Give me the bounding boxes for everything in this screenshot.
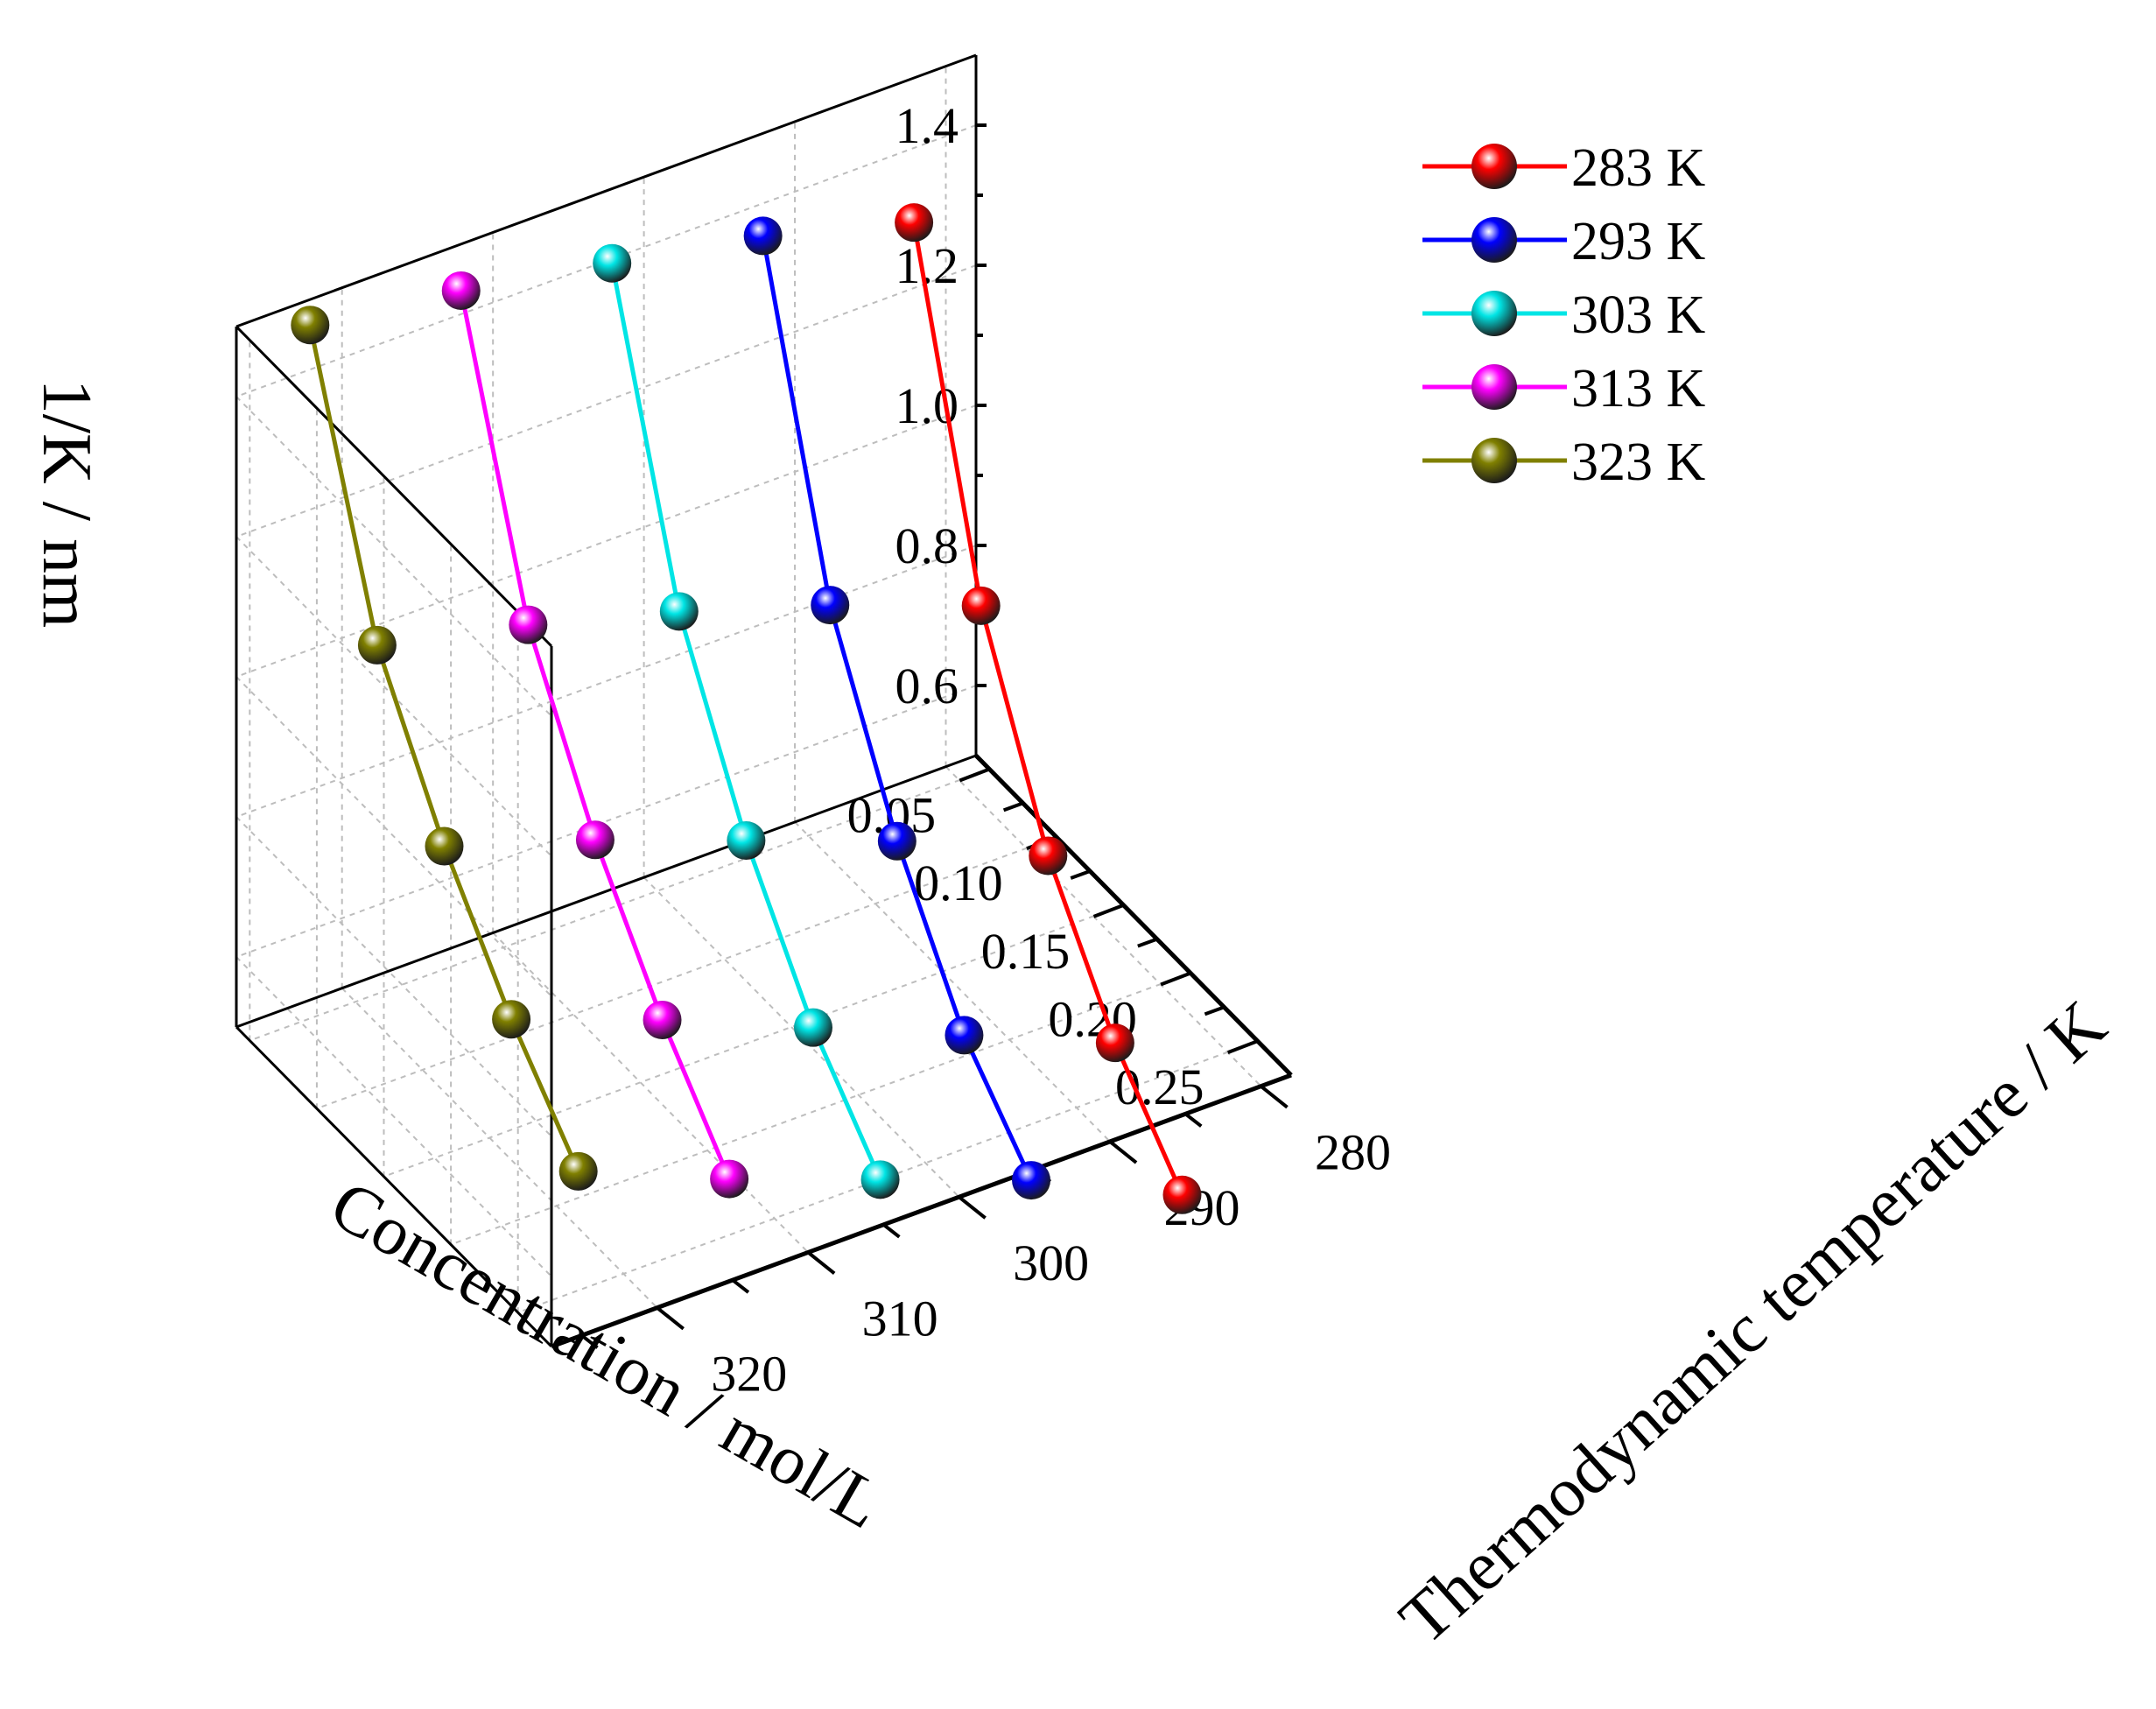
data-point: [895, 203, 934, 243]
tick-layer: 0.050.100.150.200.252802903003103200.60.…: [580, 97, 1391, 1403]
series-line: [459, 290, 732, 1180]
z-tick-label: 0.8: [895, 517, 959, 574]
y-tick: [1184, 1112, 1203, 1128]
data-point: [357, 625, 397, 665]
data-point: [710, 1159, 749, 1199]
series-layer: [291, 203, 1202, 1214]
data-point: [727, 821, 766, 861]
y-tick-label: 310: [862, 1290, 938, 1347]
data-point: [860, 1160, 900, 1199]
data-point: [743, 216, 783, 256]
y-tick-label: 300: [1013, 1234, 1089, 1291]
x-tick: [959, 767, 991, 783]
x-tick: [1070, 869, 1091, 880]
gridline-wall-z: [235, 396, 552, 717]
data-point: [425, 826, 464, 866]
data-point: [877, 821, 916, 861]
box-edge: [235, 325, 553, 648]
gridline-floor-y: [341, 988, 658, 1309]
data-point: [659, 592, 699, 631]
gridline-wall-z: [235, 404, 977, 678]
data-point: [575, 820, 614, 860]
z-tick-label: 1.4: [895, 97, 959, 154]
box-edge: [235, 1025, 553, 1348]
z-tick-label: 0.6: [895, 658, 959, 714]
data-point: [1095, 1023, 1134, 1063]
legend-label: 303 K: [1571, 285, 1706, 345]
gridline-wall-z: [235, 956, 552, 1277]
data-point: [558, 1151, 598, 1191]
x-tick-label: 0.15: [981, 923, 1071, 980]
legend-label: 313 K: [1571, 359, 1706, 418]
z-axis-title: 1/K / nm: [28, 379, 105, 628]
x-tick: [1226, 1039, 1259, 1055]
y-tick: [731, 1278, 750, 1294]
legend-label: 293 K: [1571, 212, 1706, 271]
y-tick-label: 280: [1315, 1124, 1391, 1181]
data-point: [441, 271, 481, 310]
legend-marker: [1471, 217, 1517, 263]
x-tick: [1137, 937, 1158, 948]
legend-marker: [1471, 438, 1517, 483]
y-tick: [882, 1223, 901, 1239]
x-axis-line: [974, 754, 1293, 1077]
gridline-floor-y: [492, 932, 809, 1254]
data-point: [291, 306, 330, 345]
y-tick: [958, 1195, 987, 1220]
y-tick-label: 320: [711, 1346, 787, 1403]
data-point: [1012, 1161, 1051, 1200]
y-tick: [656, 1306, 685, 1331]
data-point: [793, 1008, 832, 1047]
x-tick-label: 0.10: [914, 854, 1003, 911]
box-edge: [235, 754, 977, 1029]
y-tick: [806, 1250, 836, 1276]
data-point: [492, 1000, 531, 1039]
series-line: [609, 263, 882, 1181]
data-point: [1029, 836, 1068, 876]
legend-label: 283 K: [1571, 138, 1706, 198]
gridline-wall-z: [235, 545, 977, 818]
box-edge: [235, 53, 977, 328]
data-point: [811, 586, 850, 625]
gridline-floor-y: [794, 821, 1111, 1143]
data-point: [509, 605, 548, 644]
x-tick: [1271, 1073, 1292, 1084]
x-tick: [1204, 1005, 1225, 1016]
gridline-wall-z: [235, 816, 552, 1137]
legend-marker: [1471, 291, 1517, 336]
x-tick: [1002, 801, 1024, 812]
y-tick: [1108, 1140, 1138, 1164]
data-point: [961, 586, 1001, 625]
data-point: [1162, 1175, 1202, 1214]
y-axis-title: Thermodynamic temperature / K: [1386, 986, 2121, 1658]
legend-marker: [1471, 364, 1517, 410]
gridline-floor-y: [945, 765, 1262, 1087]
x-tick: [1092, 903, 1125, 918]
gridline-wall-z: [235, 676, 552, 997]
x-tick-label: 0.25: [1115, 1058, 1204, 1115]
x-axis-title: Concentration / mol/L: [318, 1166, 895, 1544]
y-tick: [1260, 1085, 1289, 1109]
legend-label: 323 K: [1571, 433, 1706, 492]
x-tick: [1160, 971, 1191, 987]
data-point: [593, 243, 632, 283]
legend-marker: [1471, 144, 1517, 189]
legend: 283 K 293 K 303 K 313 K 323 K: [1422, 138, 1706, 492]
frame-layer: [235, 53, 1293, 1349]
y-tick: [580, 1333, 599, 1349]
data-point: [945, 1016, 984, 1055]
data-point: [643, 1000, 682, 1039]
y-axis-line: [551, 1073, 1292, 1349]
